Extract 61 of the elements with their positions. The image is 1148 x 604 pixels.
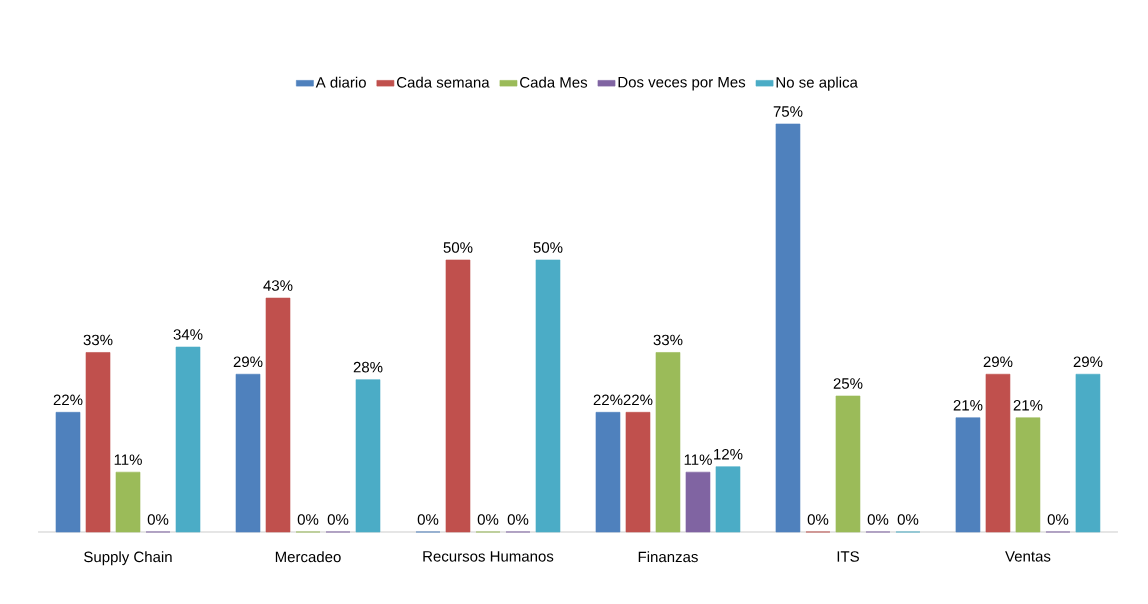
x-tick-label: Recursos Humanos xyxy=(423,551,554,562)
bar xyxy=(1015,417,1041,533)
x-tick-label: Mercadeo xyxy=(275,551,341,563)
bar xyxy=(235,373,261,533)
bar xyxy=(355,379,381,533)
data-label: 28% xyxy=(353,361,383,373)
data-label: 33% xyxy=(83,334,113,346)
bar xyxy=(535,259,561,533)
data-label: 0% xyxy=(327,514,349,525)
bar xyxy=(265,297,291,533)
data-label: 0% xyxy=(867,514,889,525)
bar xyxy=(835,395,861,533)
bar xyxy=(955,417,981,533)
bar xyxy=(1075,373,1101,533)
data-label: 0% xyxy=(477,514,499,525)
data-label: 21% xyxy=(953,399,983,411)
data-label: 22% xyxy=(593,394,623,406)
bar xyxy=(685,471,711,533)
legend-label: Dos veces por Mes xyxy=(618,76,746,91)
data-label: 0% xyxy=(897,514,919,525)
data-label: 25% xyxy=(833,378,863,389)
bar xyxy=(655,352,681,533)
bar xyxy=(625,412,651,533)
x-tick-label: Finanzas xyxy=(638,551,698,563)
bar xyxy=(985,373,1011,533)
bar xyxy=(55,412,81,533)
data-label: 12% xyxy=(714,448,743,460)
data-label: 50% xyxy=(443,242,473,253)
x-tick-label: Ventas xyxy=(1005,551,1051,562)
data-label: 0% xyxy=(147,514,169,525)
data-label: 34% xyxy=(173,329,203,340)
x-tick-label: ITS xyxy=(837,551,859,562)
data-label: 29% xyxy=(1073,356,1103,368)
data-label: 29% xyxy=(983,356,1013,368)
legend-label: Cada semana xyxy=(397,76,490,88)
bar xyxy=(715,466,741,533)
data-label: 0% xyxy=(1047,514,1069,525)
bar xyxy=(115,471,141,533)
data-label: 0% xyxy=(417,514,439,525)
data-label: 29% xyxy=(233,356,263,368)
bar xyxy=(445,259,471,533)
data-label: 33% xyxy=(653,334,683,346)
data-label: 11% xyxy=(684,454,712,465)
data-label: 22% xyxy=(623,394,653,406)
data-label: 75% xyxy=(773,106,803,117)
legend-label: A diario xyxy=(315,76,366,88)
bar xyxy=(175,346,201,533)
data-label: 11% xyxy=(114,454,142,465)
bar xyxy=(85,352,111,533)
data-label: 22% xyxy=(53,394,83,406)
data-label: 21% xyxy=(1013,399,1043,411)
data-label: 50% xyxy=(533,242,563,253)
data-label: 0% xyxy=(507,514,529,525)
data-label: 0% xyxy=(297,514,319,525)
data-label: 43% xyxy=(263,280,293,291)
legend-label: Cada Mes xyxy=(520,76,588,88)
data-label: 0% xyxy=(807,514,829,525)
x-tick-label: Supply Chain xyxy=(84,551,172,566)
bar xyxy=(775,123,801,533)
legend-label: No se aplica xyxy=(776,76,858,91)
bar xyxy=(595,412,621,533)
